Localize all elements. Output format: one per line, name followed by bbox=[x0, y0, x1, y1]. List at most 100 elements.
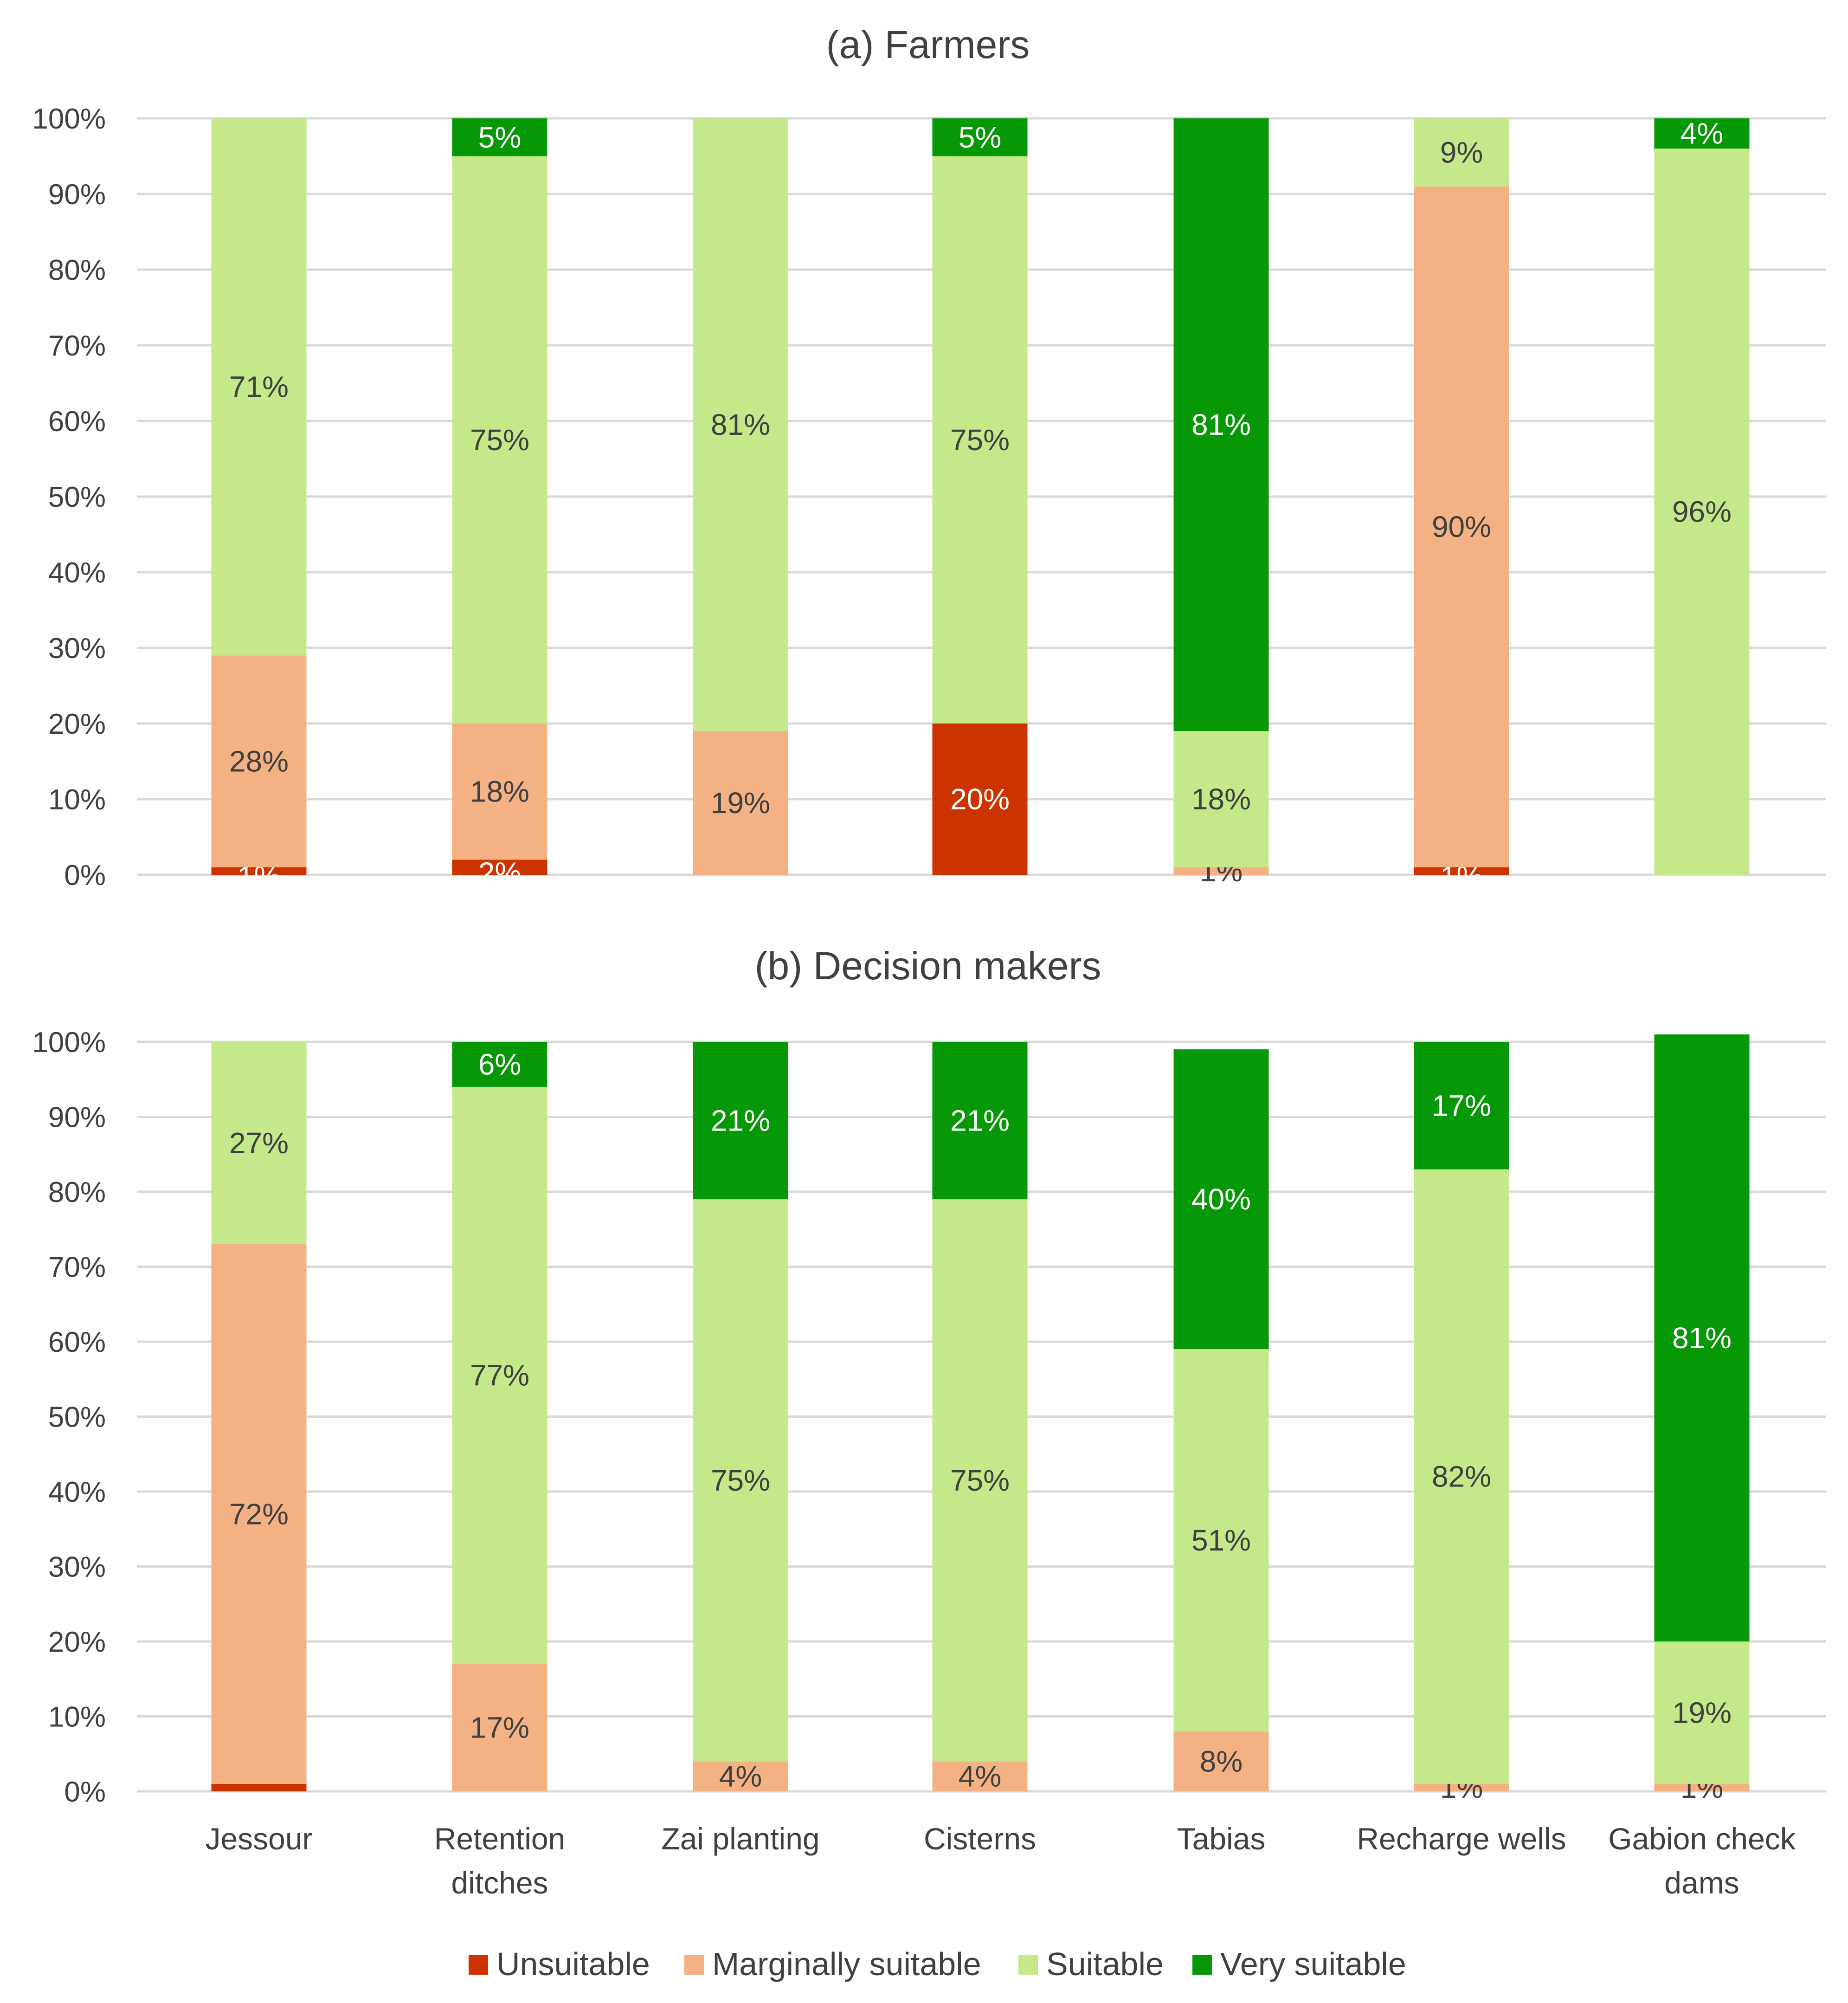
bar-segment bbox=[1414, 1169, 1509, 1784]
legend: Unsuitable Marginally suitable Suitable Ver… bbox=[469, 1946, 1406, 1982]
bar-segment bbox=[452, 1042, 547, 1087]
data-label: 4% bbox=[1681, 117, 1724, 150]
data-label: 20% bbox=[950, 782, 1010, 816]
x-tick-label: dams bbox=[1664, 1866, 1739, 1900]
data-label: 75% bbox=[950, 423, 1010, 457]
data-label: 75% bbox=[950, 1464, 1010, 1497]
bar-segment bbox=[693, 1199, 788, 1762]
data-label: 21% bbox=[950, 1104, 1010, 1137]
data-label: 17% bbox=[470, 1711, 529, 1745]
bar-segment bbox=[932, 156, 1028, 724]
bar-segment bbox=[693, 1042, 788, 1200]
data-label: 6% bbox=[478, 1047, 522, 1081]
bar-segment bbox=[932, 724, 1028, 875]
data-label: 18% bbox=[470, 775, 529, 808]
y-tick-label: 0% bbox=[64, 859, 106, 892]
chart-title: (b) Decision makers bbox=[755, 944, 1101, 988]
legend-label: Marginally suitable bbox=[712, 1946, 981, 1982]
bar-segment bbox=[1173, 731, 1269, 867]
chart-title: (a) Farmers bbox=[826, 23, 1030, 66]
data-label: 81% bbox=[1191, 408, 1251, 441]
y-tick-label: 30% bbox=[48, 633, 106, 665]
data-label: 82% bbox=[1432, 1460, 1491, 1493]
y-tick-label: 20% bbox=[48, 708, 106, 740]
bar-segment bbox=[1654, 1034, 1750, 1641]
bar-segment bbox=[452, 1664, 547, 1791]
y-tick-label: 60% bbox=[48, 1326, 106, 1358]
legend-label: Unsuitable bbox=[496, 1946, 650, 1982]
bar-segment bbox=[932, 1761, 1028, 1791]
y-tick-label: 100% bbox=[32, 103, 106, 135]
data-label: 2% bbox=[478, 856, 522, 890]
bar-segment bbox=[932, 1042, 1028, 1200]
data-label: 96% bbox=[1672, 495, 1732, 529]
data-label: 28% bbox=[229, 745, 289, 778]
legend-label: Suitable bbox=[1046, 1946, 1164, 1982]
data-label: 51% bbox=[1191, 1524, 1251, 1557]
y-tick-label: 50% bbox=[48, 1402, 106, 1434]
y-tick-label: 50% bbox=[48, 481, 106, 513]
bar-segment bbox=[1654, 149, 1750, 875]
y-tick-label: 90% bbox=[48, 179, 106, 211]
bar-segment bbox=[1654, 1641, 1750, 1784]
bar-segment bbox=[1173, 1731, 1269, 1791]
bar-segment bbox=[1173, 867, 1269, 875]
legend-swatch bbox=[1192, 1955, 1212, 1975]
y-tick-label: 90% bbox=[48, 1102, 106, 1134]
y-tick-label: 40% bbox=[48, 557, 106, 589]
y-tick-label: 30% bbox=[48, 1551, 106, 1583]
bar-segment bbox=[1414, 186, 1509, 867]
data-label: 4% bbox=[959, 1760, 1002, 1793]
bar-segment bbox=[1173, 118, 1269, 731]
y-tick-label: 10% bbox=[48, 1701, 106, 1733]
y-tick-label: 60% bbox=[48, 406, 106, 438]
x-tick-label: Zai planting bbox=[661, 1822, 819, 1856]
data-label: 8% bbox=[1200, 1745, 1243, 1778]
bar-segment bbox=[452, 859, 547, 875]
data-label: 9% bbox=[1440, 136, 1483, 169]
y-tick-label: 40% bbox=[48, 1476, 106, 1508]
bar-segment bbox=[693, 118, 788, 731]
bar-segment bbox=[1414, 118, 1509, 187]
chart-panel-1: (a) Farmers 0% 10% 20% 30% 40% 50% 60% 70% 80% 90%… bbox=[32, 23, 1826, 893]
x-tick-label: ditches bbox=[451, 1866, 548, 1900]
data-label: 21% bbox=[711, 1104, 770, 1137]
bar-segment bbox=[932, 118, 1028, 156]
bar-segment bbox=[1173, 1349, 1269, 1732]
data-label: 27% bbox=[229, 1126, 289, 1160]
bar-segment bbox=[211, 655, 307, 867]
data-label: 17% bbox=[1432, 1089, 1491, 1122]
data-label: 90% bbox=[1432, 510, 1491, 543]
data-label: 81% bbox=[1672, 1321, 1732, 1355]
x-tick-label: Jessour bbox=[205, 1822, 312, 1856]
bar-segment bbox=[693, 1761, 788, 1791]
chart-panel-2: (b) Decision makers 0% 10% 20% 30% 40% 50% 60% 7… bbox=[32, 944, 1826, 1900]
bar-segment bbox=[452, 724, 547, 860]
data-label: 5% bbox=[959, 121, 1002, 154]
data-label: 81% bbox=[711, 408, 770, 441]
bar-segment bbox=[211, 1244, 307, 1784]
bar-segment bbox=[211, 867, 307, 875]
x-tick-label: Cisterns bbox=[924, 1822, 1036, 1856]
legend-label: Very suitable bbox=[1220, 1946, 1406, 1982]
y-tick-label: 80% bbox=[48, 1176, 106, 1208]
bar-segment bbox=[211, 118, 307, 656]
bar-segment bbox=[932, 1199, 1028, 1762]
data-label: 75% bbox=[711, 1464, 770, 1497]
legend-swatch bbox=[1018, 1955, 1038, 1975]
bar-segment bbox=[452, 118, 547, 156]
bar-segment bbox=[1654, 118, 1750, 149]
bar-segment bbox=[1173, 1049, 1269, 1350]
x-tick-label: Tabias bbox=[1177, 1822, 1266, 1856]
bar-segment bbox=[1414, 1042, 1509, 1169]
data-label: 75% bbox=[470, 423, 529, 457]
bar-segment bbox=[452, 156, 547, 724]
data-label: 18% bbox=[1191, 782, 1251, 816]
data-label: 5% bbox=[478, 121, 522, 154]
data-label: 4% bbox=[719, 1760, 762, 1793]
bar-segment bbox=[211, 1783, 307, 1791]
x-tick-label: Retention bbox=[434, 1822, 566, 1856]
data-label: 40% bbox=[1191, 1182, 1251, 1216]
y-tick-label: 10% bbox=[48, 784, 106, 816]
